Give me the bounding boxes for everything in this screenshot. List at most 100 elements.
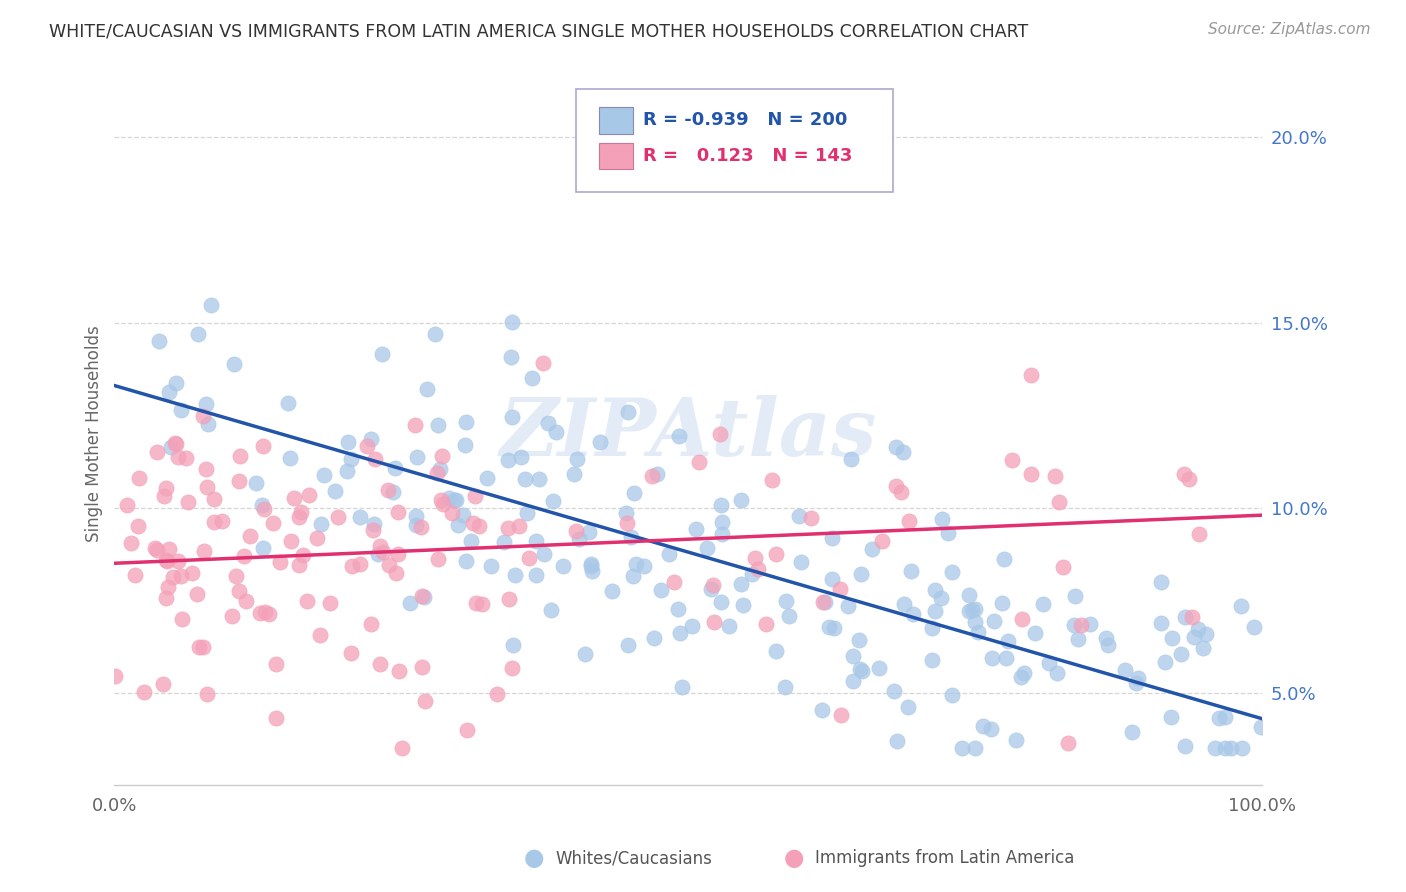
Point — [1032, 598, 1054, 612]
Point — [700, 582, 723, 596]
Point — [883, 684, 905, 698]
Point — [1097, 638, 1119, 652]
Point — [155, 481, 177, 495]
Point — [444, 492, 467, 507]
Point — [501, 315, 523, 329]
Point — [1243, 620, 1265, 634]
Point — [155, 591, 177, 606]
Point — [565, 452, 588, 467]
Point — [1010, 670, 1032, 684]
Point — [1150, 616, 1173, 631]
Point — [993, 552, 1015, 566]
Point — [145, 541, 167, 555]
Point — [308, 628, 330, 642]
Text: WHITE/CAUCASIAN VS IMMIGRANTS FROM LATIN AMERICA SINGLE MOTHER HOUSEHOLDS CORREL: WHITE/CAUCASIAN VS IMMIGRANTS FROM LATIN… — [49, 22, 1028, 40]
Point — [1230, 599, 1253, 614]
Point — [901, 607, 924, 621]
Point — [323, 484, 346, 499]
Point — [257, 607, 280, 622]
Point — [1230, 741, 1253, 756]
Point — [924, 604, 946, 618]
Point — [531, 356, 554, 370]
Point — [1001, 453, 1024, 467]
Point — [565, 524, 588, 538]
Y-axis label: Single Mother Households: Single Mother Households — [86, 326, 103, 542]
Point — [671, 680, 693, 694]
Point — [643, 632, 665, 646]
Point — [367, 547, 389, 561]
Point — [696, 541, 718, 555]
Point — [451, 508, 474, 523]
Point — [533, 547, 555, 561]
Point — [404, 418, 426, 433]
Point — [1067, 632, 1090, 646]
Point — [516, 506, 538, 520]
Point — [957, 604, 980, 618]
Point — [884, 479, 907, 493]
Point — [157, 384, 180, 399]
Point — [120, 536, 142, 550]
Point — [1208, 710, 1230, 724]
Point — [963, 602, 986, 616]
Point — [589, 434, 612, 449]
Point — [221, 609, 243, 624]
Point — [921, 621, 943, 635]
Point — [621, 569, 644, 583]
Point — [361, 524, 384, 538]
Point — [524, 568, 547, 582]
Point — [146, 543, 169, 558]
Point — [427, 551, 450, 566]
Point — [252, 541, 274, 555]
Point — [104, 669, 127, 683]
Point — [479, 559, 502, 574]
Point — [295, 594, 318, 608]
Point — [202, 515, 225, 529]
Point — [718, 619, 741, 633]
Point — [710, 498, 733, 512]
Point — [1173, 467, 1195, 481]
Point — [202, 491, 225, 506]
Point — [503, 567, 526, 582]
Point — [581, 564, 603, 578]
Point — [1024, 626, 1046, 640]
Point — [787, 508, 810, 523]
Point — [253, 605, 276, 619]
Point — [616, 516, 638, 530]
Point — [997, 634, 1019, 648]
Point — [413, 694, 436, 708]
Point — [326, 510, 349, 524]
Point — [384, 461, 406, 475]
Point — [128, 471, 150, 485]
Point — [387, 505, 409, 519]
Point — [884, 440, 907, 454]
Point — [828, 582, 851, 596]
Point — [222, 357, 245, 371]
Point — [1178, 472, 1201, 486]
Point — [1064, 589, 1087, 603]
Point — [710, 527, 733, 541]
Point — [266, 657, 288, 671]
Point — [1078, 616, 1101, 631]
Point — [747, 562, 769, 576]
Point — [1121, 725, 1143, 739]
Point — [614, 506, 637, 520]
Point — [1204, 741, 1226, 756]
Point — [731, 599, 754, 613]
Point — [574, 647, 596, 661]
Point — [1045, 469, 1067, 483]
Point — [391, 741, 413, 756]
Point — [1188, 526, 1211, 541]
Point — [870, 533, 893, 548]
Point — [1250, 720, 1272, 734]
Point — [890, 485, 912, 500]
Point — [340, 646, 363, 660]
Point — [228, 584, 250, 599]
Point — [980, 722, 1002, 736]
Point — [165, 436, 187, 450]
Point — [931, 512, 953, 526]
Text: ZIPAtlas: ZIPAtlas — [499, 395, 877, 473]
Point — [508, 518, 530, 533]
Point — [461, 516, 484, 530]
Point — [633, 558, 655, 573]
Point — [744, 551, 766, 566]
